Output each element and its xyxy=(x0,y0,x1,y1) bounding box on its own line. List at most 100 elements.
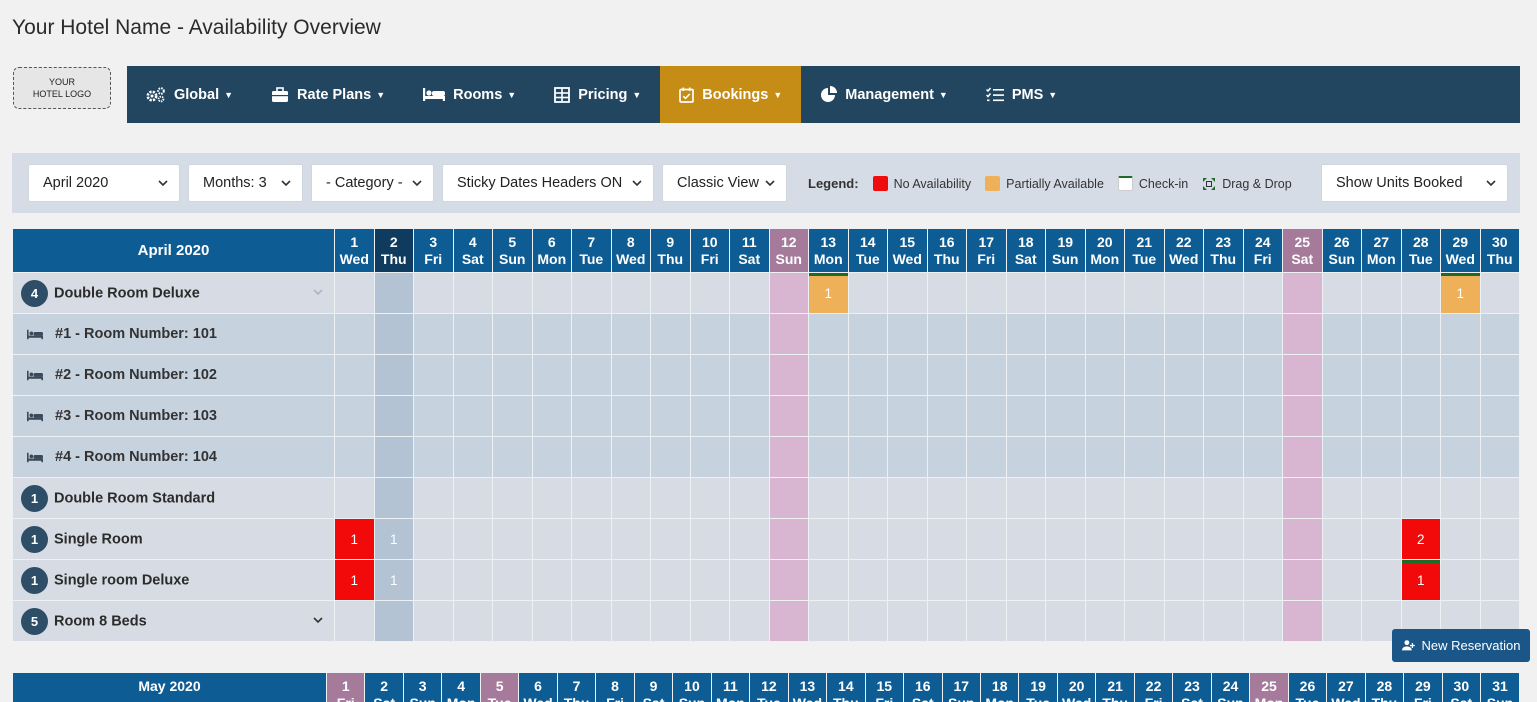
nav-rate-plans[interactable]: Rate Plans ▼ xyxy=(252,66,404,123)
day-cell[interactable] xyxy=(1479,477,1520,519)
day-cell[interactable] xyxy=(768,313,809,355)
day-cell[interactable] xyxy=(1124,395,1165,437)
booked-cell[interactable]: 1 xyxy=(373,559,414,601)
day-cell[interactable] xyxy=(887,313,928,355)
day-cell[interactable] xyxy=(1203,395,1244,437)
booked-cell[interactable]: 1 xyxy=(373,518,414,560)
date-header[interactable]: 21 Tue xyxy=(1124,228,1165,273)
day-cell[interactable] xyxy=(689,600,730,642)
date-header[interactable]: 26 Sun xyxy=(1321,228,1362,273)
day-cell[interactable] xyxy=(729,600,770,642)
day-cell[interactable] xyxy=(808,395,849,437)
day-cell[interactable] xyxy=(413,436,454,478)
day-cell[interactable] xyxy=(847,354,888,396)
date-header[interactable]: 1 Wed xyxy=(334,228,375,273)
day-cell[interactable] xyxy=(1321,313,1362,355)
date-header[interactable]: 15Fri xyxy=(864,672,905,702)
date-header[interactable]: 22Fri xyxy=(1133,672,1174,702)
date-header[interactable]: 13 Mon xyxy=(808,228,849,273)
day-cell[interactable] xyxy=(650,354,691,396)
day-cell[interactable] xyxy=(926,395,967,437)
day-cell[interactable] xyxy=(413,559,454,601)
date-header[interactable]: 4 Sat xyxy=(452,228,493,273)
day-cell[interactable] xyxy=(1005,600,1046,642)
day-cell[interactable] xyxy=(1163,518,1204,560)
day-cell[interactable] xyxy=(1163,436,1204,478)
day-cell[interactable] xyxy=(492,436,533,478)
date-header[interactable]: 4Mon xyxy=(441,672,481,702)
day-cell[interactable] xyxy=(610,477,651,519)
booked-cell[interactable]: 1 xyxy=(1400,559,1441,601)
month-select[interactable]: April 2020 xyxy=(28,164,180,202)
day-cell[interactable] xyxy=(1400,477,1441,519)
day-cell[interactable] xyxy=(1321,559,1362,601)
day-cell[interactable] xyxy=(610,559,651,601)
day-cell[interactable] xyxy=(1045,313,1086,355)
day-cell[interactable] xyxy=(452,313,493,355)
day-cell[interactable] xyxy=(768,436,809,478)
day-cell[interactable] xyxy=(1124,436,1165,478)
day-cell[interactable] xyxy=(373,272,414,314)
date-header[interactable]: 1Fri xyxy=(325,672,366,702)
date-header[interactable]: 25 Sat xyxy=(1282,228,1323,273)
date-header[interactable]: 30Sat xyxy=(1441,672,1482,702)
day-cell[interactable] xyxy=(531,559,572,601)
day-cell[interactable] xyxy=(531,313,572,355)
date-header[interactable]: 19Tue xyxy=(1018,672,1058,702)
day-cell[interactable] xyxy=(1124,600,1165,642)
date-header[interactable]: 2 Thu xyxy=(373,228,414,273)
day-cell[interactable] xyxy=(334,395,375,437)
date-header[interactable]: 29 Wed xyxy=(1440,228,1481,273)
day-cell[interactable] xyxy=(1479,436,1520,478)
day-cell[interactable] xyxy=(334,354,375,396)
day-cell[interactable] xyxy=(1479,272,1520,314)
day-cell[interactable] xyxy=(847,477,888,519)
day-cell[interactable] xyxy=(689,518,730,560)
day-cell[interactable] xyxy=(1084,395,1125,437)
day-cell[interactable] xyxy=(571,436,612,478)
day-cell[interactable] xyxy=(1361,395,1402,437)
date-header[interactable]: 24Sun xyxy=(1210,672,1251,702)
date-header[interactable]: 7 Tue xyxy=(571,228,612,273)
day-cell[interactable] xyxy=(1203,354,1244,396)
date-header[interactable]: 28 Tue xyxy=(1400,228,1441,273)
day-cell[interactable] xyxy=(1163,313,1204,355)
day-cell[interactable] xyxy=(887,518,928,560)
day-cell[interactable] xyxy=(966,272,1007,314)
day-cell[interactable] xyxy=(334,600,375,642)
day-cell[interactable] xyxy=(650,272,691,314)
day-cell[interactable] xyxy=(1282,559,1323,601)
day-cell[interactable] xyxy=(1242,559,1283,601)
expand-chevron-icon[interactable] xyxy=(312,614,324,630)
day-cell[interactable] xyxy=(1084,477,1125,519)
nav-pms[interactable]: PMS ▼ xyxy=(967,66,1076,123)
day-cell[interactable] xyxy=(1005,272,1046,314)
day-cell[interactable] xyxy=(610,600,651,642)
day-cell[interactable] xyxy=(729,436,770,478)
row-label[interactable]: #4 - Room Number: 104 xyxy=(12,436,335,478)
day-cell[interactable] xyxy=(808,313,849,355)
booked-cell[interactable]: 2 xyxy=(1400,518,1441,560)
day-cell[interactable] xyxy=(1479,395,1520,437)
day-cell[interactable] xyxy=(1282,313,1323,355)
date-header[interactable]: 11Mon xyxy=(710,672,751,702)
day-cell[interactable] xyxy=(1124,518,1165,560)
day-cell[interactable] xyxy=(650,436,691,478)
date-header[interactable]: 12Tue xyxy=(749,672,789,702)
day-cell[interactable] xyxy=(334,436,375,478)
date-header[interactable]: 2Sat xyxy=(364,672,404,702)
date-header[interactable]: 9Sat xyxy=(633,672,674,702)
day-cell[interactable] xyxy=(650,477,691,519)
day-cell[interactable] xyxy=(1282,436,1323,478)
day-cell[interactable] xyxy=(650,395,691,437)
date-header[interactable]: 17Sun xyxy=(941,672,981,702)
day-cell[interactable] xyxy=(729,559,770,601)
day-cell[interactable] xyxy=(808,436,849,478)
row-label[interactable]: #1 - Room Number: 101 xyxy=(12,313,335,355)
date-header[interactable]: 12 Sun xyxy=(768,228,809,273)
day-cell[interactable] xyxy=(847,600,888,642)
day-cell[interactable] xyxy=(610,518,651,560)
row-label[interactable]: 5 Room 8 Beds xyxy=(12,600,335,642)
day-cell[interactable] xyxy=(1321,436,1362,478)
day-cell[interactable] xyxy=(1321,354,1362,396)
